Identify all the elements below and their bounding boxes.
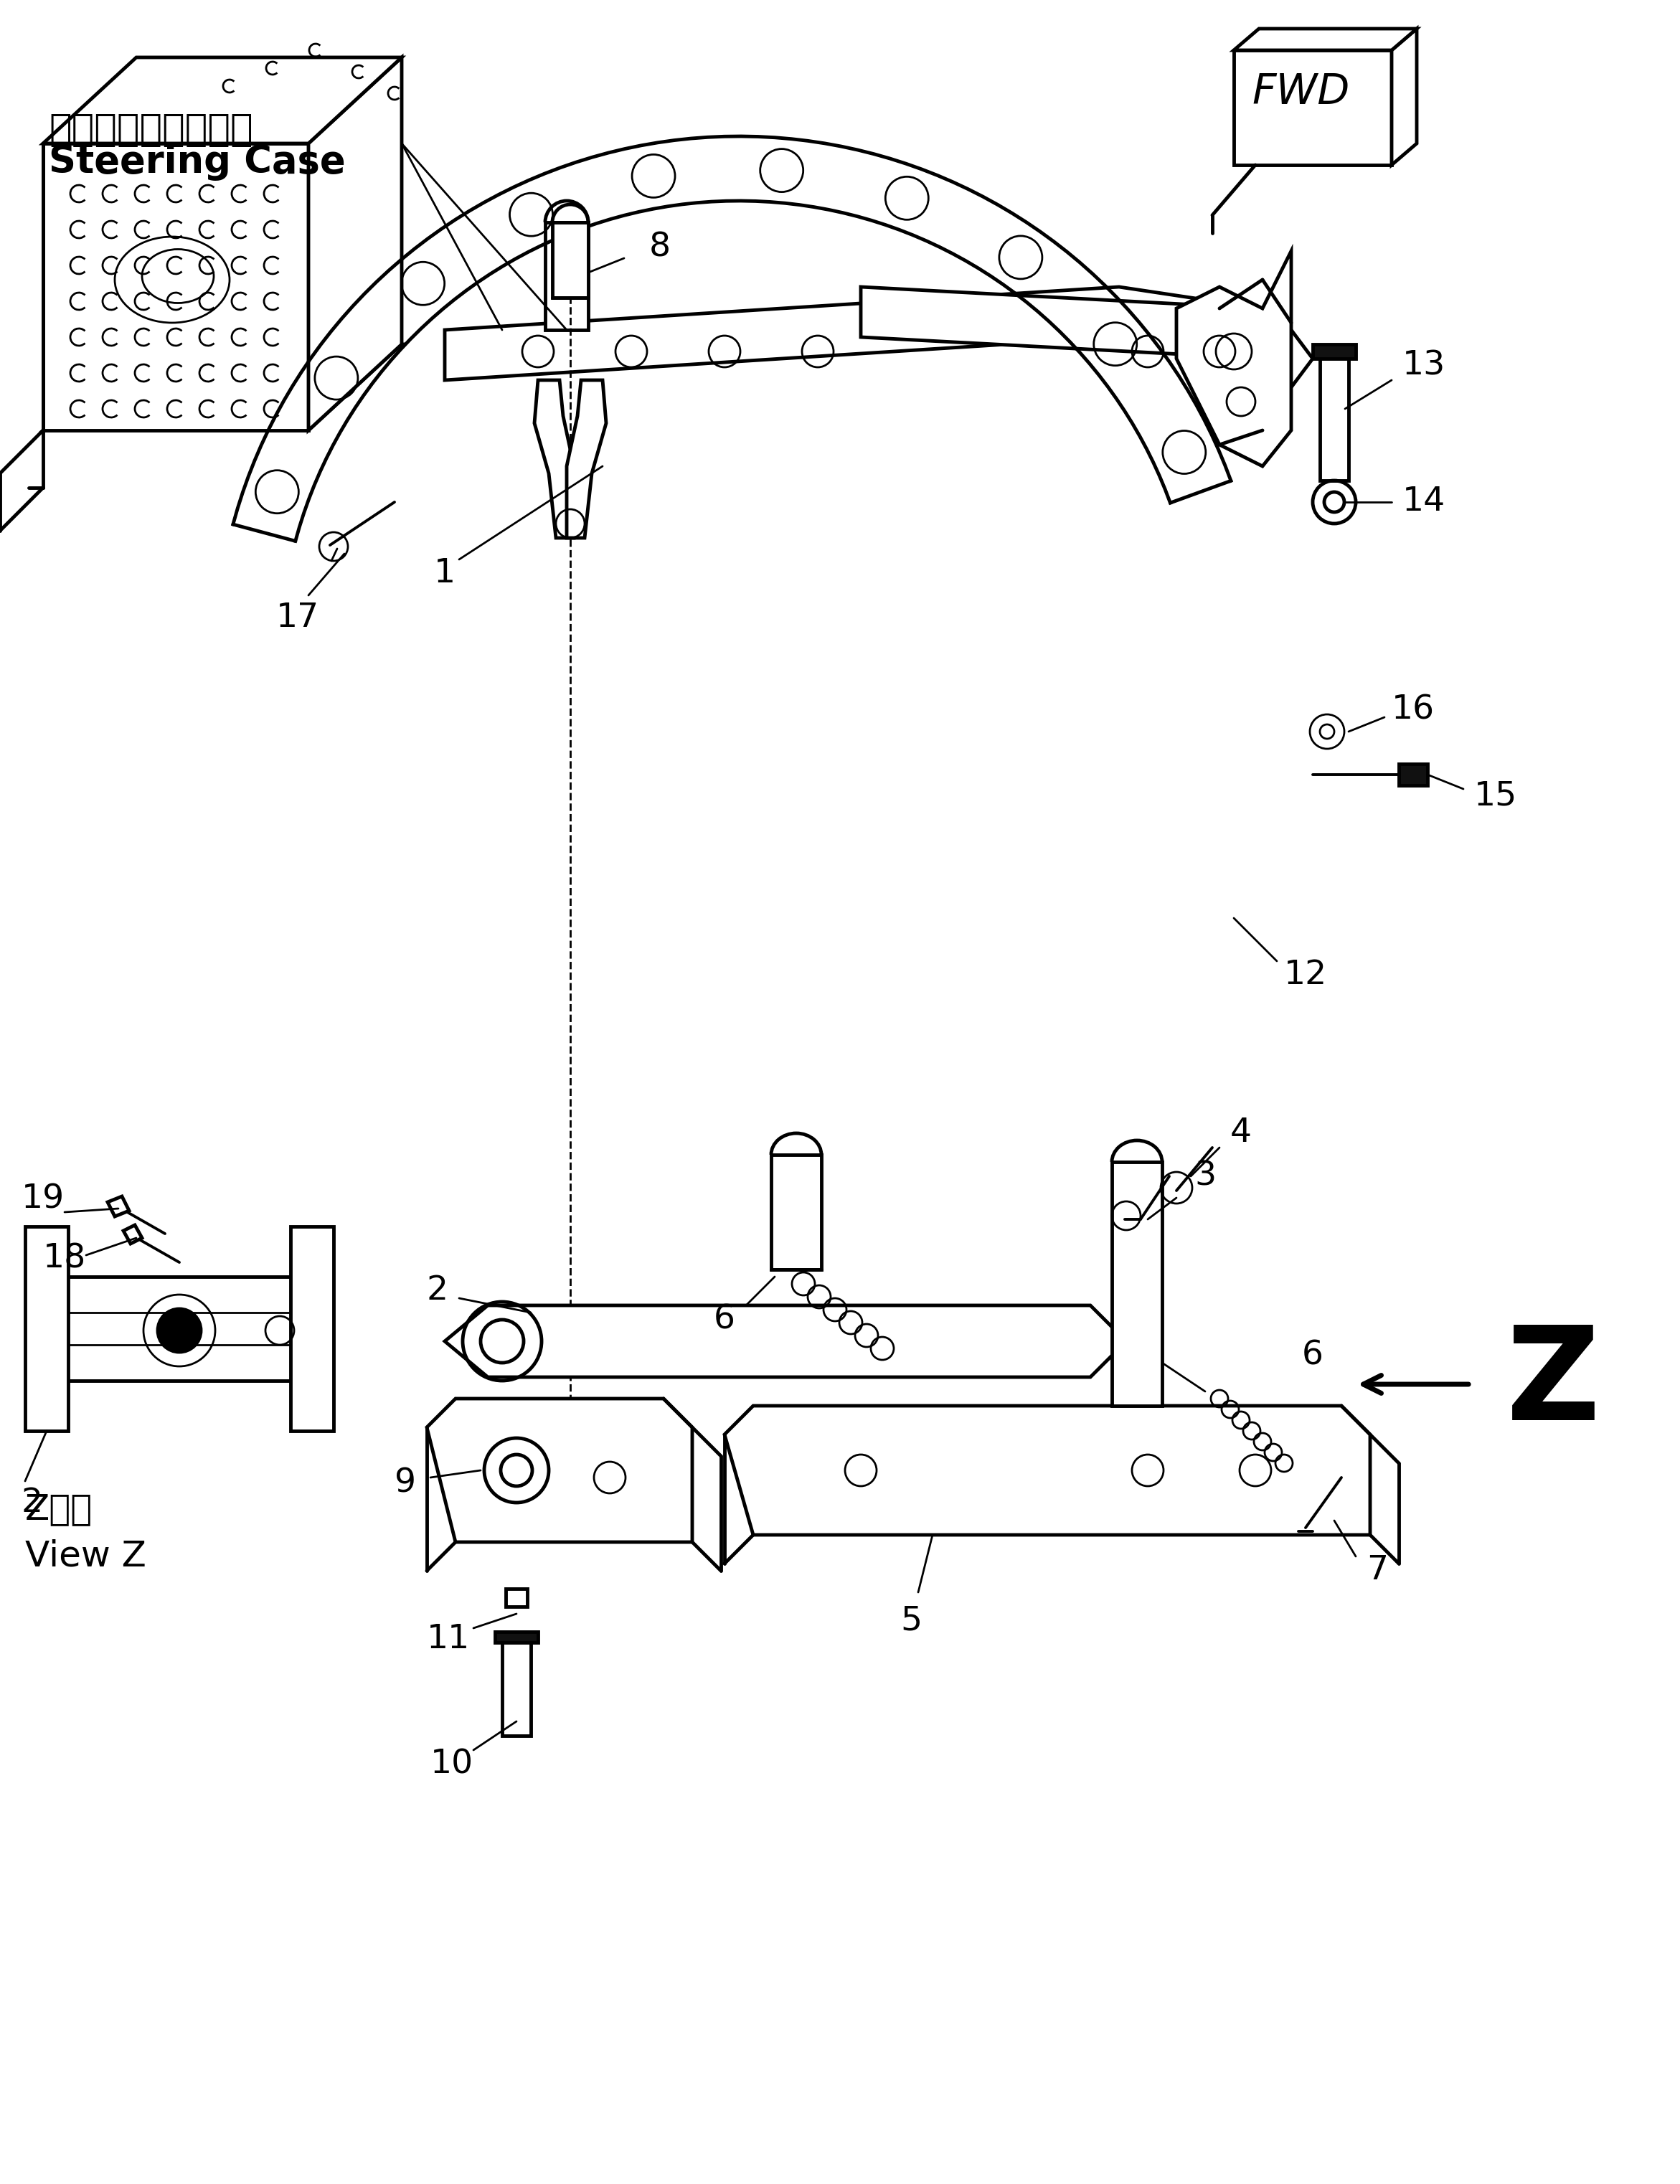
Polygon shape: [44, 144, 309, 430]
Polygon shape: [1176, 251, 1292, 465]
Text: Z: Z: [1507, 1321, 1601, 1448]
Text: 4: 4: [1230, 1116, 1252, 1149]
Text: Z　視: Z 視: [25, 1492, 92, 1527]
Circle shape: [158, 1308, 202, 1352]
Polygon shape: [1391, 28, 1416, 166]
Polygon shape: [309, 57, 402, 430]
Text: 6: 6: [1302, 1339, 1324, 1372]
Polygon shape: [566, 380, 606, 537]
Polygon shape: [860, 286, 1312, 387]
Text: 13: 13: [1403, 349, 1445, 382]
Text: 1: 1: [433, 557, 455, 590]
Polygon shape: [1320, 352, 1349, 480]
Text: 9: 9: [395, 1468, 417, 1500]
Text: View Z: View Z: [25, 1538, 146, 1572]
Polygon shape: [445, 286, 1262, 380]
Polygon shape: [1233, 50, 1391, 166]
Polygon shape: [25, 1227, 69, 1431]
Polygon shape: [724, 1406, 1371, 1535]
Polygon shape: [1312, 345, 1356, 358]
Polygon shape: [108, 1197, 129, 1216]
Polygon shape: [445, 1306, 1126, 1378]
Text: 16: 16: [1391, 695, 1435, 727]
Text: 19: 19: [22, 1184, 64, 1214]
Polygon shape: [1233, 28, 1416, 50]
Polygon shape: [1399, 764, 1428, 786]
Text: FWD: FWD: [1252, 72, 1349, 114]
Polygon shape: [44, 57, 402, 144]
Polygon shape: [771, 1155, 822, 1269]
Text: Steering Case: Steering Case: [49, 144, 346, 181]
Text: 2: 2: [22, 1487, 44, 1518]
Polygon shape: [534, 380, 575, 537]
Text: 10: 10: [430, 1747, 474, 1780]
Text: 7: 7: [1366, 1555, 1388, 1588]
Text: 6: 6: [714, 1304, 736, 1337]
Text: 5: 5: [900, 1605, 922, 1638]
Polygon shape: [496, 1631, 538, 1642]
Text: 11: 11: [427, 1623, 470, 1655]
Text: 2: 2: [427, 1275, 449, 1308]
Polygon shape: [44, 345, 402, 430]
Polygon shape: [502, 1636, 531, 1736]
Polygon shape: [553, 223, 588, 297]
Text: 8: 8: [648, 232, 670, 264]
Text: 18: 18: [44, 1243, 86, 1275]
Polygon shape: [1112, 1162, 1163, 1406]
Text: 3: 3: [1194, 1160, 1216, 1192]
Polygon shape: [291, 1227, 334, 1431]
Polygon shape: [47, 1278, 312, 1380]
Text: 14: 14: [1403, 485, 1445, 518]
Text: 15: 15: [1473, 780, 1517, 812]
Polygon shape: [546, 223, 588, 330]
Polygon shape: [506, 1588, 528, 1607]
Text: 17: 17: [276, 603, 319, 633]
Text: 12: 12: [1284, 959, 1327, 992]
Polygon shape: [123, 1225, 143, 1243]
Text: ステアリングケース: ステアリングケース: [49, 111, 254, 149]
Polygon shape: [427, 1398, 692, 1542]
